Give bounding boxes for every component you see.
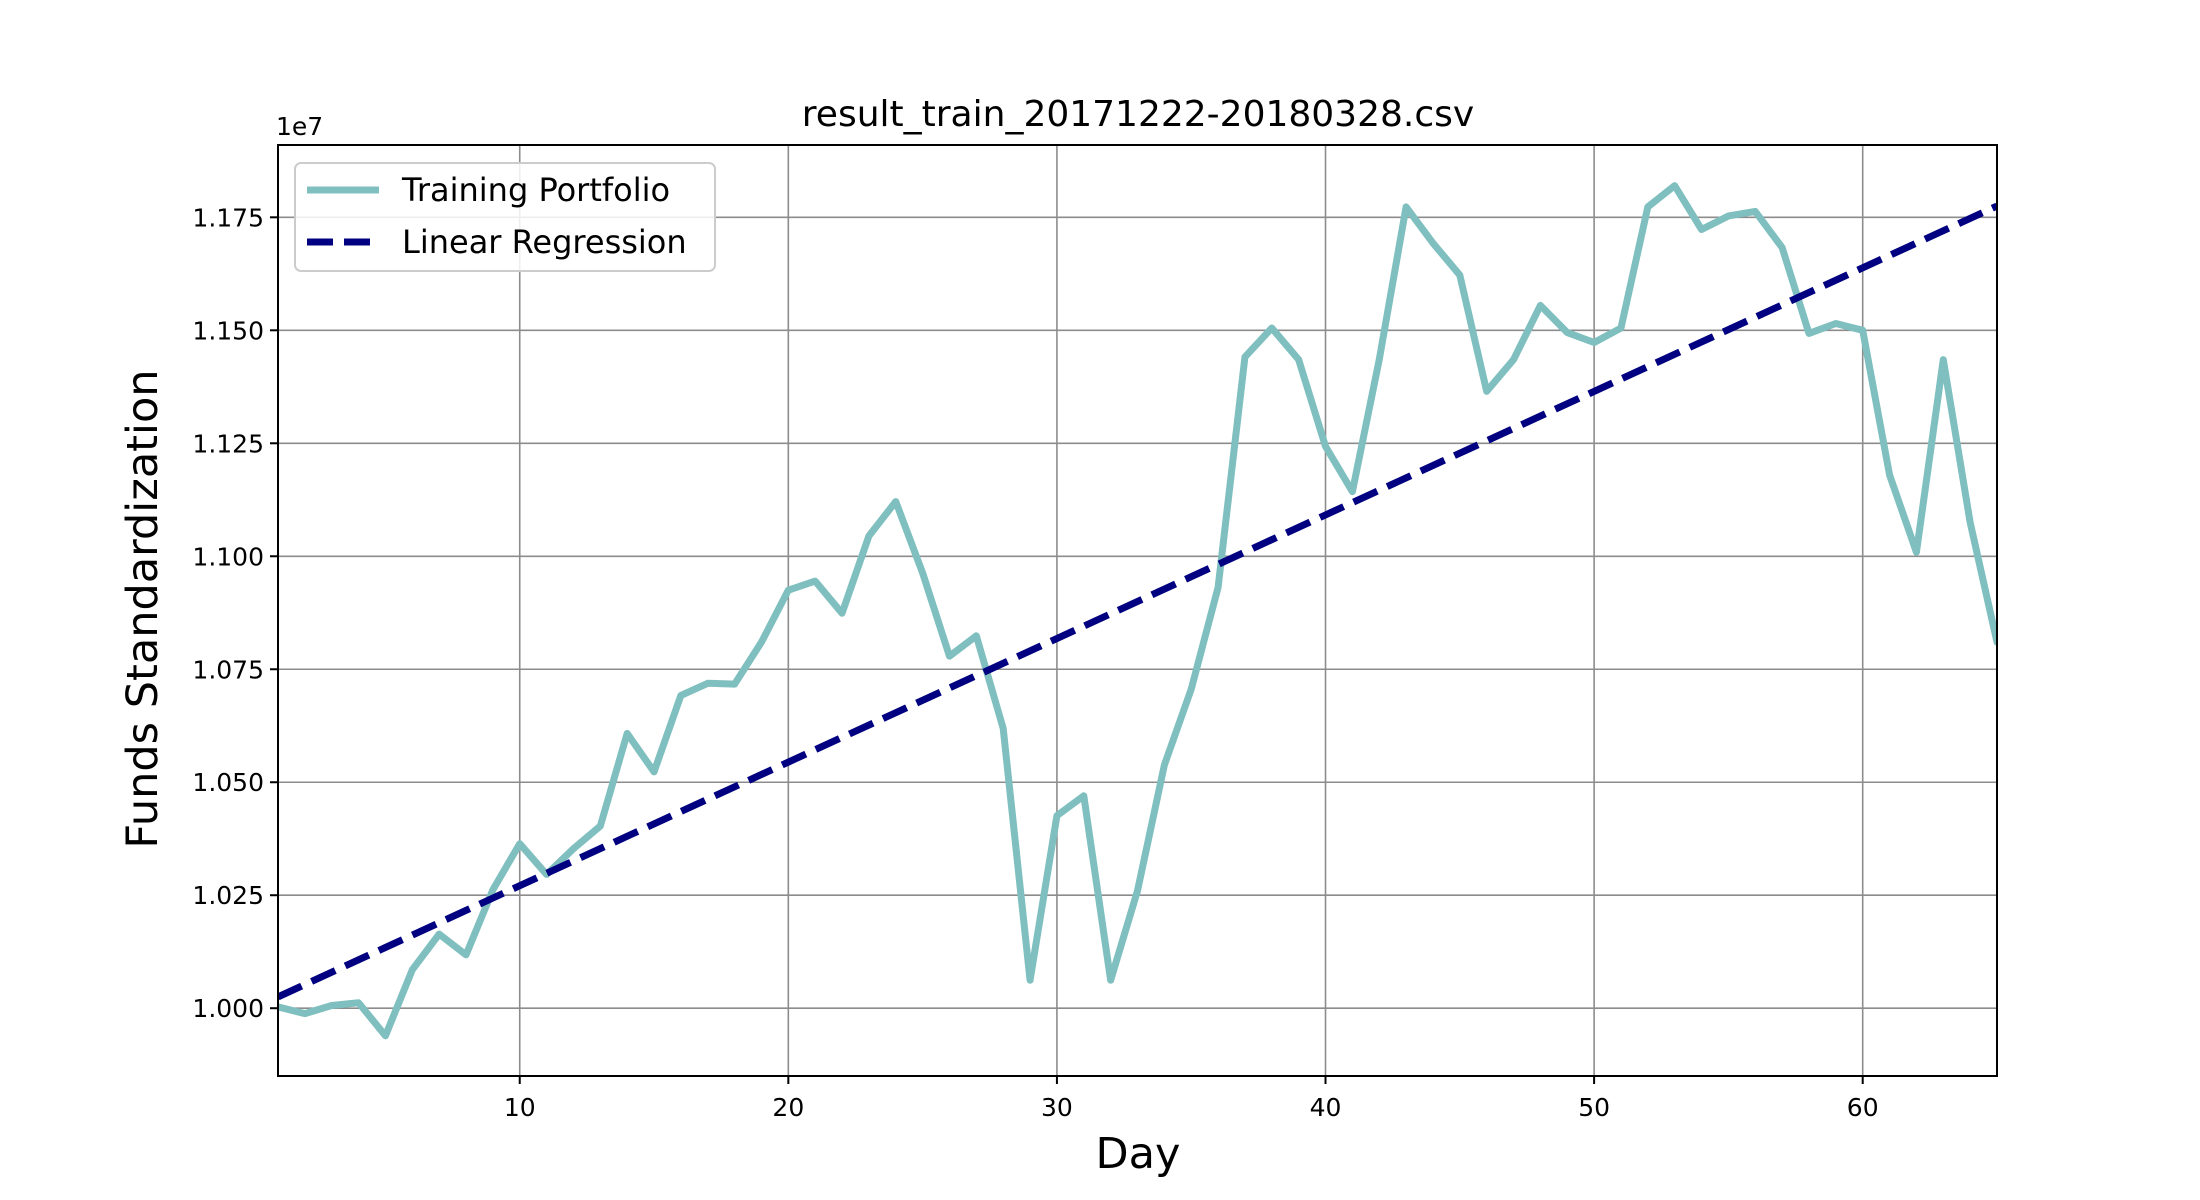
y-tick-label: 1.025 xyxy=(192,881,264,910)
y-tick-label: 1.050 xyxy=(192,768,264,797)
legend-box xyxy=(294,162,716,272)
series-line-training-portfolio xyxy=(278,182,1997,1040)
legend-label-linear-regression: Linear Regression xyxy=(402,223,687,261)
x-tick-label: 40 xyxy=(1310,1093,1342,1122)
y-offset-label: 1e7 xyxy=(276,112,323,141)
x-tick-label: 50 xyxy=(1578,1093,1610,1122)
legend: Training Portfolio Linear Regression xyxy=(294,162,716,272)
x-tick-label: 10 xyxy=(504,1093,536,1122)
series-layer xyxy=(278,182,1997,1040)
legend-label-training-portfolio: Training Portfolio xyxy=(401,171,670,209)
grid xyxy=(278,145,1997,1076)
y-tick-label: 1.125 xyxy=(192,429,264,458)
y-tick-label: 1.000 xyxy=(192,994,264,1023)
y-tick-label: 1.150 xyxy=(192,316,264,345)
y-tick-label: 1.075 xyxy=(192,655,264,684)
axis-ticks: 10 20 30 40 50 60 1.000 1.025 1.050 1.075 1.100 1.1… xyxy=(192,203,1878,1122)
plot-frame xyxy=(277,144,1998,1077)
y-axis-title: Funds Standardization xyxy=(118,369,168,848)
series-line-linear-regression xyxy=(278,202,1997,1001)
y-tick-label: 1.175 xyxy=(192,203,264,232)
x-tick-label: 20 xyxy=(772,1093,804,1122)
x-axis-title: Day xyxy=(1096,1129,1181,1179)
x-tick-label: 30 xyxy=(1041,1093,1073,1122)
y-tick-label: 1.100 xyxy=(192,542,264,571)
chart-title: result_train_20171222-20180328.csv xyxy=(802,94,1474,135)
x-tick-label: 60 xyxy=(1847,1093,1879,1122)
